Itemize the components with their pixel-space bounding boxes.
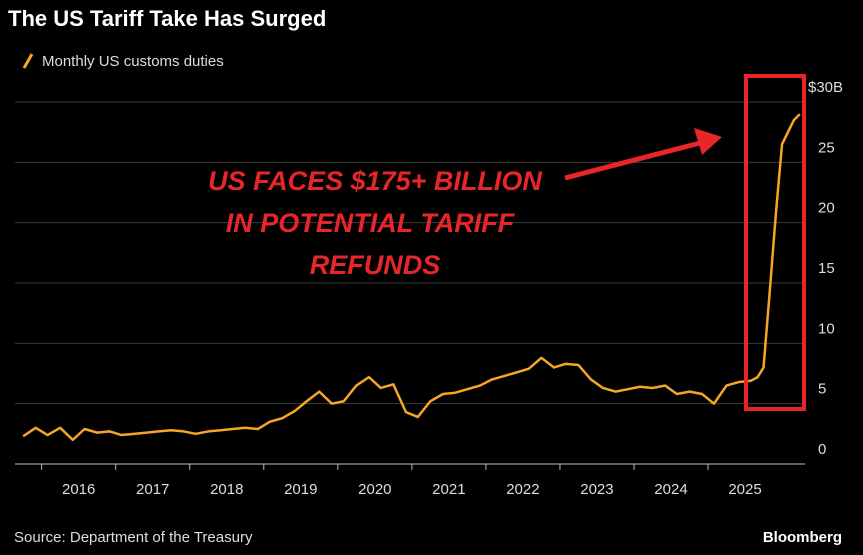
x-tick-label: 2023	[580, 481, 613, 498]
highlight-box	[744, 74, 806, 411]
x-tick-label: 2016	[62, 481, 95, 498]
legend-label: Monthly US customs duties	[42, 53, 224, 70]
legend-swatch	[22, 53, 34, 69]
arrow-head	[694, 128, 722, 155]
brand: Bloomberg	[763, 529, 842, 546]
annotation: US FACES $175+ BILLION	[208, 166, 542, 196]
x-tick-label: 2020	[358, 481, 391, 498]
x-tick-label: 2017	[136, 481, 169, 498]
y-tick-label: 10	[818, 320, 835, 337]
y-tick-label: 25	[818, 139, 835, 156]
y-tick-label: 0	[818, 441, 826, 458]
data-line	[22, 113, 801, 442]
x-tick-label: 2019	[284, 481, 317, 498]
y-tick-label: 15	[818, 260, 835, 277]
x-tick-label: 2025	[728, 481, 761, 498]
y-tick-label: 5	[818, 381, 826, 398]
chart-title: The US Tariff Take Has Surged	[8, 6, 326, 31]
y-tick-label: 20	[818, 200, 835, 217]
annotation: IN POTENTIAL TARIFF	[226, 208, 516, 238]
annotation: REFUNDS	[310, 250, 441, 280]
x-tick-label: 2024	[654, 481, 687, 498]
arrow-shaft	[564, 140, 701, 181]
x-tick-label: 2022	[506, 481, 539, 498]
x-tick-label: 2018	[210, 481, 243, 498]
y-tick-label: $30B	[808, 79, 843, 96]
source: Source: Department of the Treasury	[14, 529, 253, 546]
x-tick-label: 2021	[432, 481, 465, 498]
